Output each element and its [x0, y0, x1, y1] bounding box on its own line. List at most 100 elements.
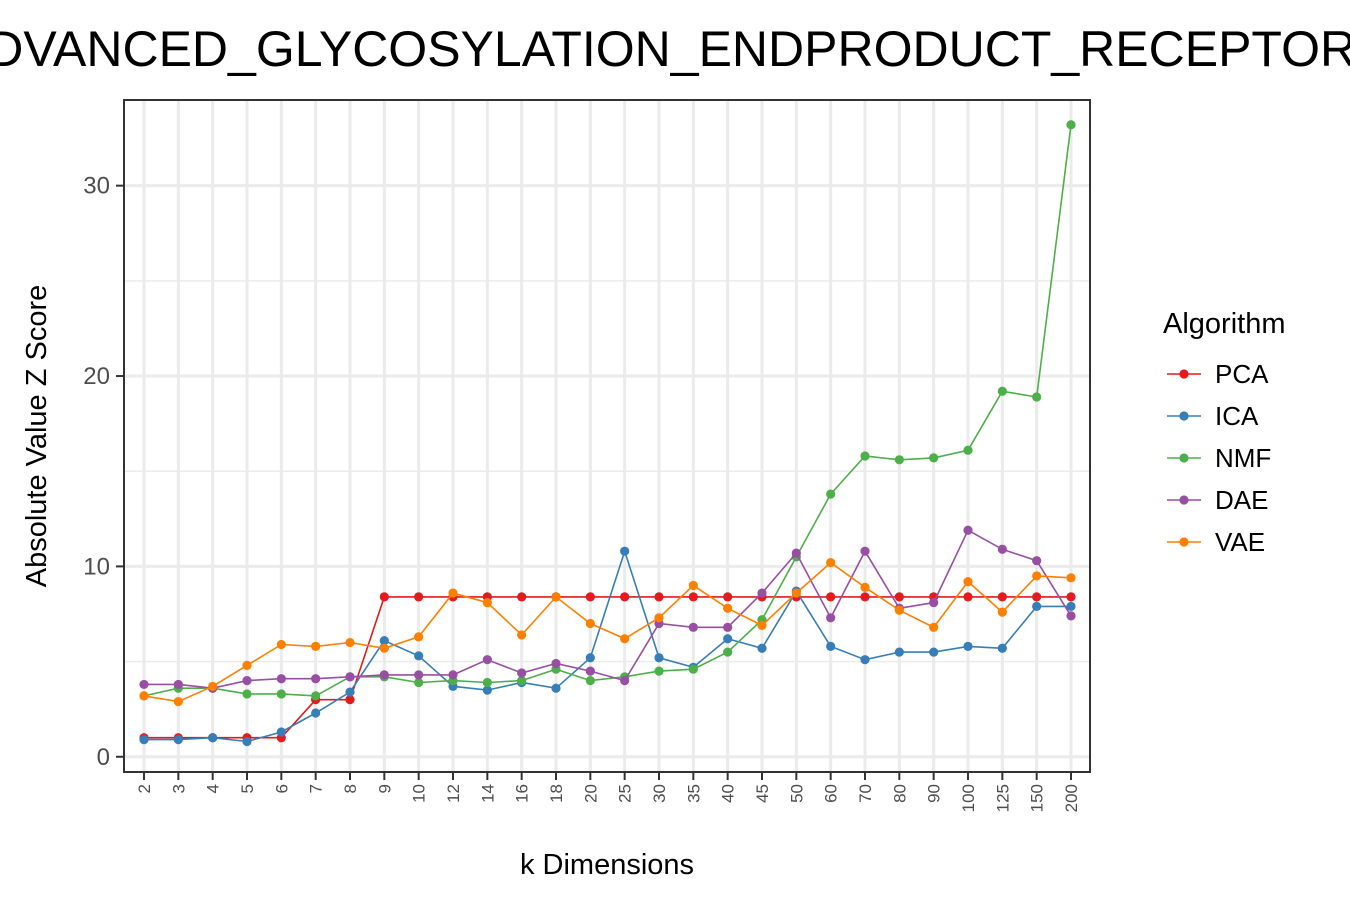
data-point-ica	[345, 687, 355, 697]
data-point-dae	[448, 670, 458, 680]
series-vae	[139, 557, 1076, 707]
data-point-vae	[894, 605, 904, 615]
data-point-ica	[414, 651, 424, 661]
legend-label: NMF	[1215, 443, 1271, 473]
x-tick-label: 80	[890, 784, 909, 803]
data-point-vae	[791, 588, 801, 598]
y-tick-label: 0	[97, 744, 110, 771]
data-point-nmf	[894, 455, 904, 465]
data-point-vae	[139, 691, 149, 701]
data-point-dae	[997, 544, 1007, 554]
data-point-vae	[654, 613, 664, 623]
minor-gridlines	[124, 280, 1090, 663]
x-tick-label: 6	[272, 784, 291, 793]
x-tick-label: 45	[753, 784, 772, 803]
data-point-nmf	[1032, 392, 1042, 402]
x-tick-label: 16	[513, 784, 532, 803]
x-tick-label: 150	[1028, 784, 1047, 812]
data-point-nmf	[963, 445, 973, 455]
data-point-dae	[139, 679, 149, 690]
data-point-vae	[311, 641, 321, 651]
data-point-ica	[1032, 601, 1042, 611]
data-point-ica	[551, 683, 561, 693]
legend-key-point	[1179, 369, 1189, 379]
legend-key-point	[1179, 537, 1189, 547]
data-point-dae	[929, 597, 939, 608]
data-point-vae	[723, 603, 733, 613]
data-point-dae	[620, 676, 630, 686]
data-point-vae	[826, 557, 836, 568]
series-line-ica	[144, 548, 1071, 743]
data-point-ica	[894, 647, 904, 657]
x-tick-label: 40	[719, 784, 738, 803]
data-point-dae	[379, 670, 389, 680]
data-point-vae	[242, 660, 252, 670]
data-point-nmf	[517, 676, 527, 686]
data-point-pca	[620, 592, 630, 602]
data-point-dae	[173, 679, 183, 690]
data-point-vae	[688, 580, 698, 591]
legend-title: Algorithm	[1163, 308, 1286, 340]
legend-item-ica: ICA	[1167, 401, 1259, 431]
x-tick-label: 12	[444, 784, 463, 803]
x-tick-label: 200	[1062, 784, 1081, 812]
data-point-ica	[276, 727, 286, 737]
data-point-ica	[620, 546, 630, 556]
data-point-dae	[963, 525, 973, 535]
data-point-vae	[757, 620, 767, 631]
y-tick-label: 10	[83, 553, 110, 580]
x-tick-label: 3	[169, 784, 188, 793]
series-line-nmf	[143, 124, 1072, 697]
data-point-dae	[757, 588, 767, 598]
chart-title: ADVANCED_GLYCOSYLATION_ENDPRODUCT_RECEPT…	[0, 21, 1350, 77]
data-point-vae	[585, 618, 595, 629]
data-point-vae	[860, 582, 870, 592]
x-tick-label: 8	[341, 784, 360, 793]
x-axis-title: k Dimensions	[520, 849, 694, 881]
data-point-nmf	[414, 677, 424, 688]
data-point-pca	[826, 592, 836, 602]
x-tick-label: 30	[650, 784, 669, 803]
plot-panel	[124, 100, 1090, 772]
data-point-ica	[311, 708, 321, 718]
data-point-vae	[276, 639, 286, 650]
data-point-vae	[997, 607, 1007, 617]
y-axis: 0 10 20 30	[83, 173, 124, 771]
series-line-pca	[144, 596, 1071, 739]
data-point-pca	[860, 592, 870, 602]
data-point-ica	[997, 643, 1007, 653]
series-layer	[139, 120, 1076, 747]
data-point-ica	[242, 736, 252, 747]
legend-label: VAE	[1215, 527, 1265, 557]
legend-label: ICA	[1215, 401, 1259, 431]
data-point-ica	[860, 655, 870, 665]
data-point-ica	[929, 647, 939, 657]
legend-key-point	[1179, 411, 1189, 421]
data-point-nmf	[860, 451, 870, 461]
legend-label: PCA	[1215, 359, 1269, 389]
legend-item-nmf: NMF	[1167, 443, 1271, 473]
x-tick-label: 90	[925, 784, 944, 803]
x-tick-label: 7	[307, 784, 326, 793]
data-point-vae	[379, 643, 389, 653]
data-point-vae	[929, 622, 939, 632]
x-tick-label: 2	[135, 784, 154, 793]
data-point-nmf	[997, 386, 1007, 396]
legend-item-vae: VAE	[1167, 527, 1265, 557]
data-point-vae	[620, 634, 630, 644]
data-point-pca	[963, 592, 973, 602]
data-point-nmf	[482, 677, 492, 688]
plot-border	[123, 99, 1091, 773]
y-tick-label: 30	[83, 173, 110, 200]
data-point-vae	[173, 696, 183, 707]
data-point-nmf	[688, 664, 698, 674]
legend-item-dae: DAE	[1167, 485, 1268, 515]
data-point-nmf	[929, 453, 939, 463]
data-point-vae	[482, 597, 492, 608]
data-point-nmf	[311, 691, 321, 701]
x-tick-label: 60	[822, 784, 841, 803]
data-point-pca	[414, 592, 424, 602]
data-point-dae	[1066, 611, 1076, 621]
data-point-pca	[517, 592, 527, 602]
